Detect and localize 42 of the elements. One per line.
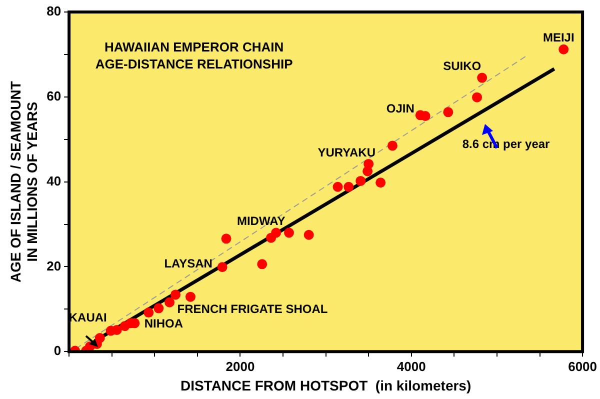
point xyxy=(344,182,354,192)
y-axis-title: AGE OF ISLAND / SEAMOUNT IN MILLIONS OF YEARS xyxy=(7,80,40,283)
x-tick-label: 2000 xyxy=(226,358,255,374)
point xyxy=(472,92,482,102)
y-tick-label: 80 xyxy=(46,4,62,19)
annotation: SUIKO xyxy=(443,59,482,74)
point xyxy=(356,176,366,186)
annotation: MEIJI xyxy=(542,30,574,45)
point xyxy=(154,303,164,314)
point xyxy=(186,292,196,302)
x-axis-title: DISTANCE FROM HOTSPOT (in kilometers) xyxy=(180,377,472,394)
text: HAWAIIAN EMPEROR CHAIN AGE-DISTANCE RELATIONSHIP xyxy=(95,40,294,72)
annotation: OJIN xyxy=(386,101,414,116)
y-tick-label: 20 xyxy=(46,258,62,274)
annotation: NIHOA xyxy=(144,316,184,330)
point xyxy=(94,333,105,344)
x-tick-label: 6000 xyxy=(568,358,597,374)
point xyxy=(221,234,232,244)
annotation: LAYSAN xyxy=(164,256,212,270)
point xyxy=(112,324,122,335)
annotation: FRENCH FRIGATE SHOAL xyxy=(177,302,328,316)
y-tick-label: 40 xyxy=(46,173,62,188)
point xyxy=(558,44,569,54)
annotation: MIDWAY xyxy=(236,214,286,228)
point xyxy=(387,140,398,151)
point xyxy=(217,262,228,272)
point xyxy=(284,228,294,238)
point xyxy=(332,182,343,192)
point xyxy=(170,290,181,300)
point xyxy=(271,228,282,238)
point xyxy=(304,230,314,240)
point xyxy=(144,308,154,318)
y-tick-label: 60 xyxy=(46,88,62,104)
x-tick-label: 4000 xyxy=(396,358,426,374)
point xyxy=(443,107,454,118)
point xyxy=(164,297,175,308)
annotation: YURYAKU xyxy=(318,145,376,160)
point xyxy=(257,259,268,270)
point xyxy=(477,72,488,83)
point xyxy=(376,178,386,188)
y-tick-label: 0 xyxy=(54,343,62,358)
point xyxy=(364,158,374,169)
